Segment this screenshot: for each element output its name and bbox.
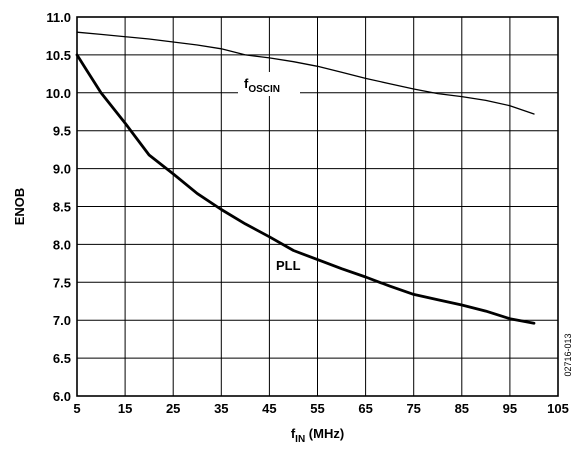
x-tick-label: 45 [262, 401, 276, 416]
y-tick-label: 7.5 [53, 275, 71, 290]
series-label-background [238, 72, 300, 96]
x-axis-title: fIN (MHz) [291, 426, 344, 444]
y-tick-label: 6.5 [53, 351, 71, 366]
y-tick-label: 11.0 [46, 10, 71, 25]
y-tick-labels: 6.0 6.5 7.0 7.5 8.0 8.5 9.0 9.5 10.0 10.5 11.0 [46, 10, 71, 404]
series-line-fOSCIN [76, 31, 535, 115]
y-tick-label: 9.5 [53, 124, 71, 139]
series-label-fOSCIN: fOSCIN [244, 76, 280, 95]
x-tick-label: 65 [358, 401, 372, 416]
series-line-PLL [75, 53, 536, 325]
x-axis-title-subscript: IN [295, 434, 305, 444]
x-tick-label: 95 [503, 401, 517, 416]
x-tick-label: 35 [214, 401, 228, 416]
x-tick-label: 85 [455, 401, 469, 416]
figure-id: 02716-013 [563, 333, 573, 376]
y-tick-label: 10.0 [46, 86, 71, 101]
x-tick-label: 105 [547, 401, 569, 416]
series-label-fOSCIN-subscript: OSCIN [248, 84, 280, 95]
x-tick-label: 25 [166, 401, 180, 416]
plot-frame [76, 16, 559, 397]
y-tick-label: 8.0 [53, 237, 71, 252]
x-axis-title-main: f [291, 426, 296, 441]
x-axis-title-unit: (MHz) [305, 426, 344, 441]
x-tick-label: 15 [118, 401, 132, 416]
series-lines [75, 31, 536, 325]
series-label-fOSCIN-main: f [244, 76, 249, 91]
y-tick-label: 7.0 [53, 313, 71, 328]
x-tick-label: 5 [73, 401, 80, 416]
y-tick-label: 6.0 [53, 389, 71, 404]
grid-lines [76, 16, 559, 397]
x-tick-label: 55 [310, 401, 324, 416]
y-tick-label: 9.0 [53, 162, 71, 177]
x-tick-label: 75 [406, 401, 420, 416]
y-axis-title: ENOB [12, 188, 27, 226]
y-tick-label: 10.5 [46, 48, 71, 63]
series-label-PLL: PLL [276, 258, 301, 273]
y-tick-label: 8.5 [53, 200, 71, 215]
x-tick-labels: 5 15 25 35 45 55 65 75 85 95 105 [73, 401, 568, 416]
